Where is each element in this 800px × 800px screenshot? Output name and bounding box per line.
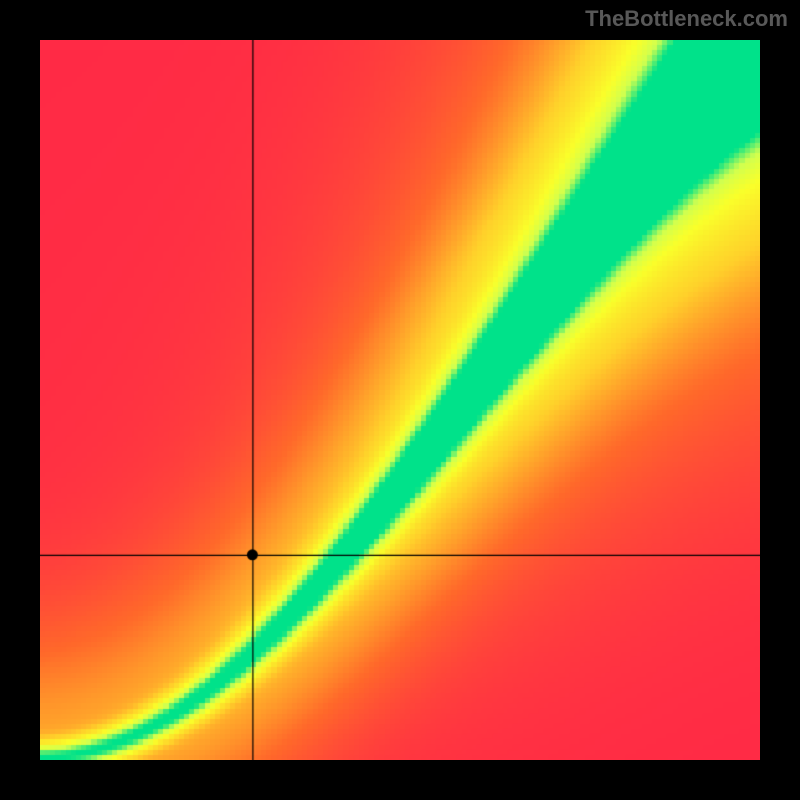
watermark-text: TheBottleneck.com [585,6,788,32]
heatmap-canvas [40,40,760,760]
chart-container: TheBottleneck.com [0,0,800,800]
heatmap-plot [40,40,760,760]
